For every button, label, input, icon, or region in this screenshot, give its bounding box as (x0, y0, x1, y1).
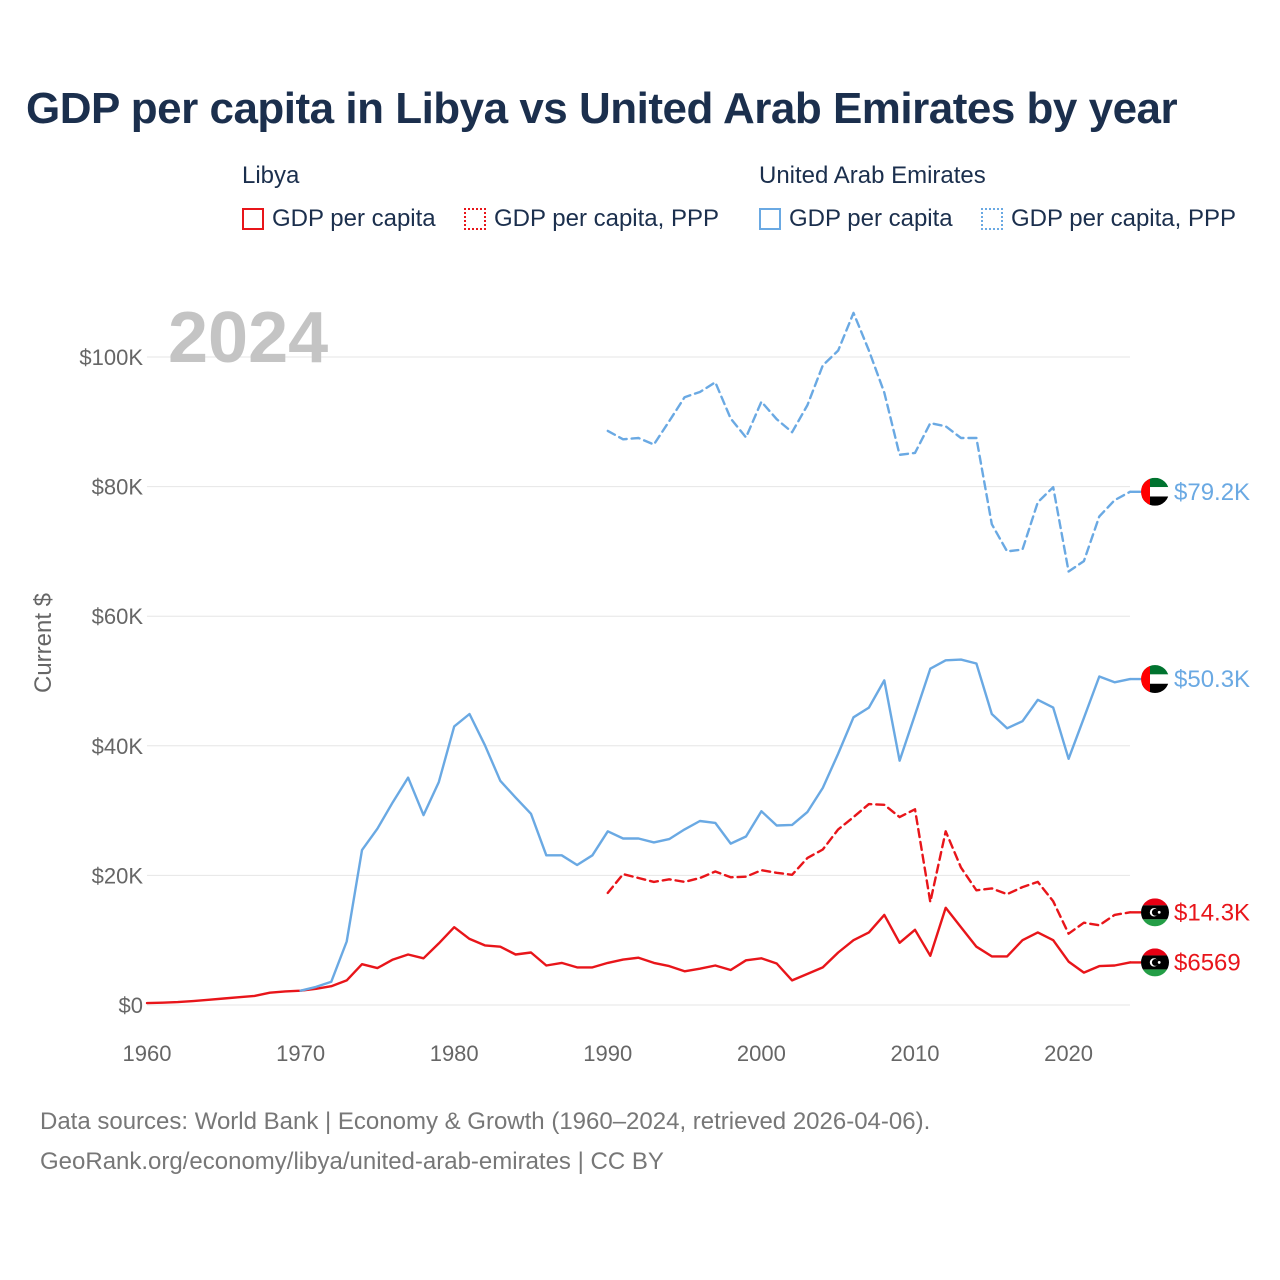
libya-gdp-ppp-line (606, 802, 1132, 935)
legend-label: GDP per capita, PPP (494, 205, 719, 232)
footer-link[interactable]: GeoRank.org/economy/libya/united-arab-em… (40, 1148, 664, 1175)
chart-title: GDP per capita in Libya vs United Arab E… (26, 84, 1178, 133)
legend-label: GDP per capita (789, 205, 953, 232)
x-tick-label: 1960 (123, 1041, 172, 1066)
line-chart: Current $ $0 $20K $40K $60K $80K $100K 1960 197… (30, 298, 1250, 1066)
end-value-label: $14.3K (1174, 899, 1250, 926)
uae-flag-icon (1141, 478, 1169, 506)
x-tick-label: 1970 (276, 1041, 325, 1066)
legend-uae-gdp[interactable]: GDP per capita (759, 204, 953, 234)
axes: Current $ $0 $20K $40K $60K $80K $100K 1960 197… (30, 345, 1093, 1066)
x-tick-label: 1990 (583, 1041, 632, 1066)
y-tick-label: $60K (92, 604, 144, 629)
legend-libya-title: Libya (242, 162, 300, 189)
libya-flag-icon (1141, 898, 1169, 926)
y-tick-label: $80K (92, 475, 144, 500)
year-watermark: 2024 (168, 298, 328, 378)
libya-flag-icon (1141, 948, 1169, 976)
legend-swatch-solid (242, 208, 264, 230)
legend-swatch-dotted (981, 208, 1003, 230)
end-labels: $6569 $14.3K $50.3K $79.2K (1130, 478, 1250, 977)
legend-swatch-solid (759, 208, 781, 230)
y-tick-label: $0 (119, 993, 143, 1018)
uae-flag-icon (1141, 665, 1169, 693)
legend-label: GDP per capita, PPP (1011, 205, 1236, 232)
legend-uae-gdp-ppp[interactable]: GDP per capita, PPP (981, 204, 1236, 234)
end-value-label: $79.2K (1174, 479, 1250, 506)
end-value-label: $6569 (1174, 949, 1241, 976)
footer-sources: Data sources: World Bank | Economy & Gro… (40, 1108, 931, 1135)
x-tick-label: 2000 (737, 1041, 786, 1066)
y-tick-label: $40K (92, 734, 144, 759)
uae-gdp-line (299, 658, 1132, 992)
x-tick-label: 1980 (430, 1041, 479, 1066)
end-value-label: $50.3K (1174, 666, 1250, 693)
y-tick-label: $100K (79, 345, 143, 370)
legend-libya-gdp[interactable]: GDP per capita (242, 204, 436, 234)
legend-swatch-dotted (464, 208, 486, 230)
y-axis-label: Current $ (30, 593, 57, 693)
uae-gdp-ppp-line (606, 311, 1132, 573)
y-tick-label: $20K (92, 863, 144, 888)
series-lines (145, 311, 1132, 1005)
libya-gdp-line (145, 906, 1132, 1005)
x-tick-label: 2010 (890, 1041, 939, 1066)
x-tick-label: 2020 (1044, 1041, 1093, 1066)
legend-label: GDP per capita (272, 205, 436, 232)
legend-uae-title: United Arab Emirates (759, 162, 986, 189)
legend-libya-gdp-ppp[interactable]: GDP per capita, PPP (464, 204, 719, 234)
